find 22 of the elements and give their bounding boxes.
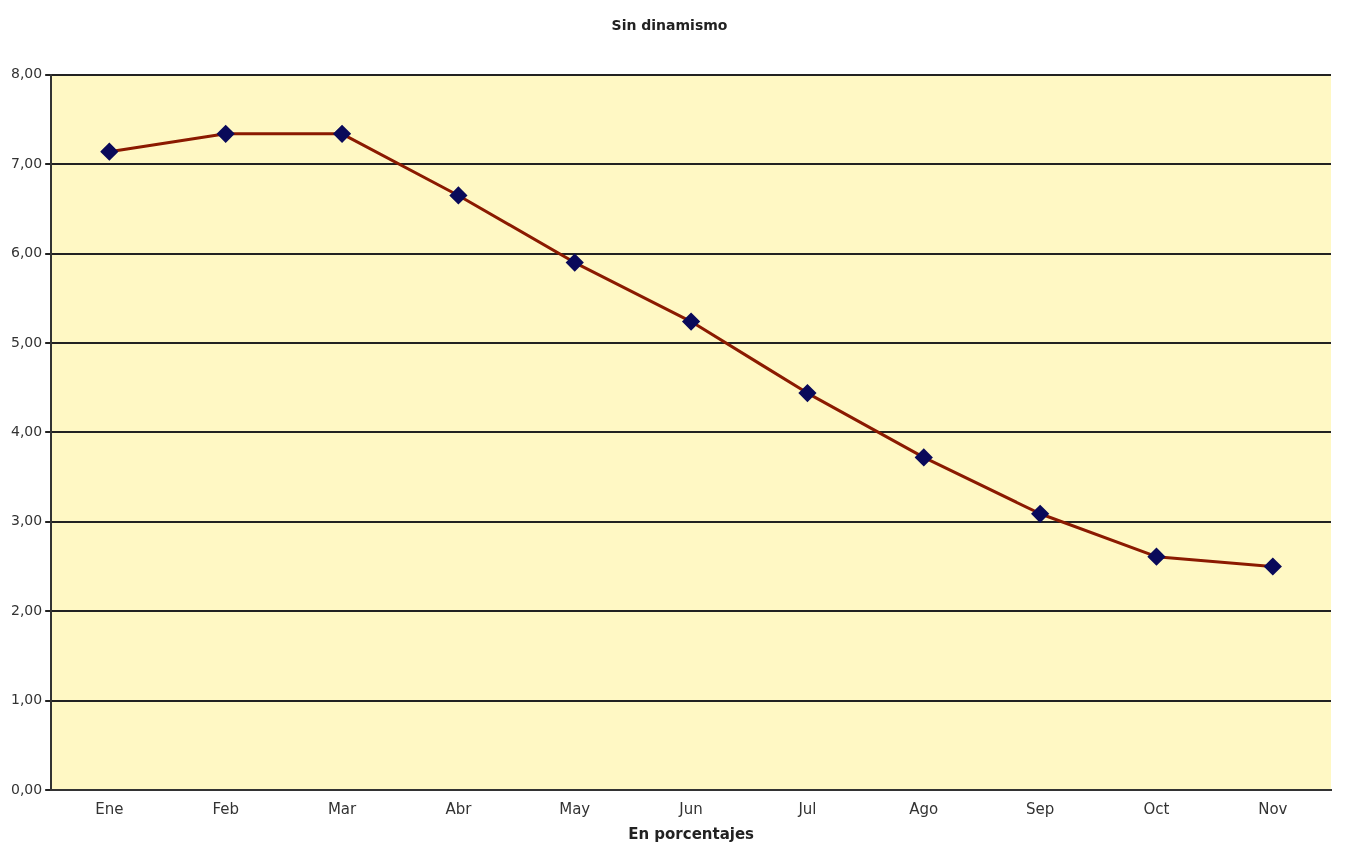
chart-title: Sin dinamismo: [611, 17, 728, 34]
x-axis-title: En porcentajes: [628, 824, 755, 843]
x-tick-label: Mar: [327, 799, 358, 818]
y-tick-label: 6,00: [11, 244, 43, 261]
x-tick-label: Nov: [1258, 799, 1288, 818]
x-tick-label: May: [559, 799, 591, 818]
y-tick-label: 1,00: [11, 691, 43, 708]
x-tick-label: Jul: [797, 799, 817, 818]
x-tick-label: Ago: [909, 799, 939, 818]
x-tick-label: Feb: [212, 799, 239, 818]
y-tick-label: 5,00: [11, 333, 43, 350]
x-tick-label: Jun: [678, 799, 703, 818]
y-tick-label: 8,00: [11, 65, 43, 82]
x-tick-label: Sep: [1025, 799, 1055, 818]
x-tick-label: Oct: [1143, 799, 1170, 818]
y-tick-label: 7,00: [11, 154, 43, 171]
x-tick-label: Abr: [445, 799, 473, 818]
x-tick-label: Ene: [95, 799, 124, 818]
y-tick-label: 4,00: [11, 423, 43, 440]
y-tick-label: 3,00: [11, 512, 43, 529]
y-tick-label: 2,00: [11, 601, 43, 618]
y-tick-label: 0,00: [11, 780, 43, 797]
